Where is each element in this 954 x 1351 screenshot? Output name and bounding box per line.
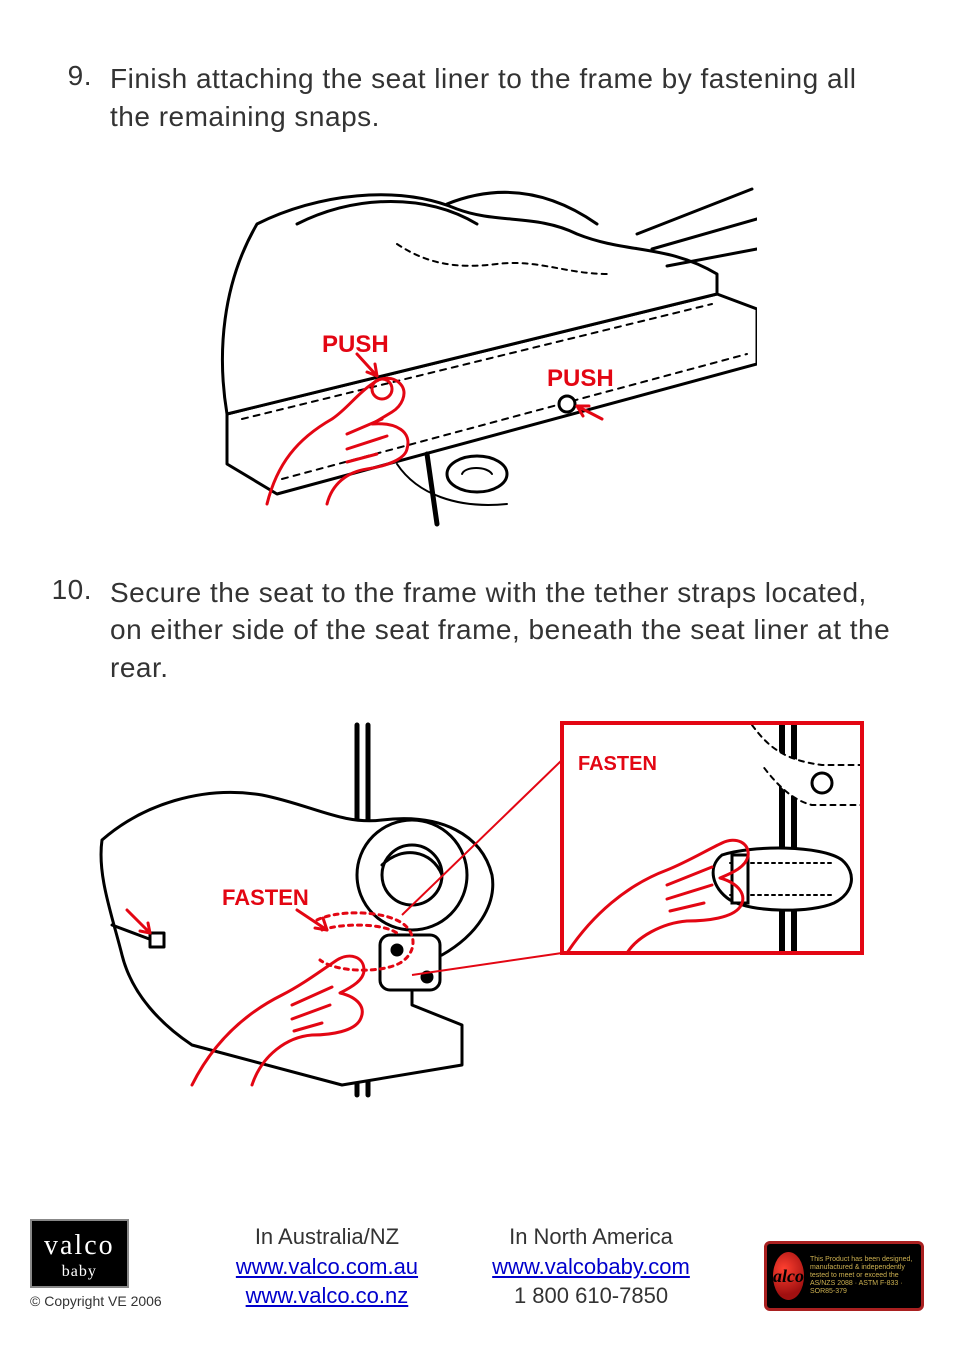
figure-step-9: PUSH PUSH xyxy=(50,154,904,534)
step-10-number: 10. xyxy=(50,574,110,687)
link-valco-au[interactable]: www.valco.com.au xyxy=(236,1254,418,1279)
na-phone: 1 800 610-7850 xyxy=(492,1281,690,1311)
valco-logo: valco baby xyxy=(30,1219,129,1288)
figure-step-10: FASTEN xyxy=(50,705,904,1105)
page-footer: valco baby © Copyright VE 2006 In Austra… xyxy=(30,1219,924,1311)
na-heading: In North America xyxy=(492,1222,690,1252)
push-label-1: PUSH xyxy=(322,331,389,358)
cert-text: This Product has been designed, manufact… xyxy=(810,1256,921,1296)
step-9-text: Finish attaching the seat liner to the f… xyxy=(110,60,904,136)
fasten-label-1: FASTEN xyxy=(222,885,309,910)
footer-au-nz: In Australia/NZ www.valco.com.au www.val… xyxy=(236,1222,418,1311)
footer-logo-block: valco baby © Copyright VE 2006 xyxy=(30,1219,162,1311)
step-10: 10. Secure the seat to the frame with th… xyxy=(50,574,904,687)
push-label-2: PUSH xyxy=(547,365,614,392)
step-9: 9. Finish attaching the seat liner to th… xyxy=(50,60,904,136)
step-9-number: 9. xyxy=(50,60,110,136)
link-valco-nz[interactable]: www.valco.co.nz xyxy=(246,1283,409,1308)
link-valcobaby[interactable]: www.valcobaby.com xyxy=(492,1254,690,1279)
step-10-text: Secure the seat to the frame with the te… xyxy=(110,574,904,687)
fasten-strap-illustration: FASTEN xyxy=(82,705,872,1105)
certification-badge: alco This Product has been designed, man… xyxy=(764,1241,924,1311)
fasten-label-2: FASTEN xyxy=(578,753,657,775)
cert-mark: alco xyxy=(773,1252,804,1300)
push-snap-illustration: PUSH PUSH xyxy=(197,154,757,534)
copyright-text: © Copyright VE 2006 xyxy=(30,1292,162,1311)
au-nz-heading: In Australia/NZ xyxy=(236,1222,418,1252)
footer-na: In North America www.valcobaby.com 1 800… xyxy=(492,1222,690,1311)
logo-main-text: valco xyxy=(44,1227,115,1265)
